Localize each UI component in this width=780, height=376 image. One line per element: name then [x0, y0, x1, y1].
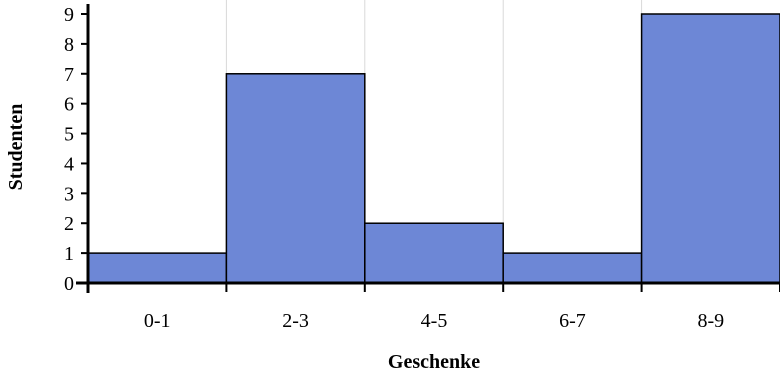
y-tick-labels: 0 1 2 3 4 5 6 7 8 9 [64, 4, 74, 295]
y-tick-label: 4 [64, 153, 74, 175]
bars [87, 13, 780, 284]
bar-4-5 [364, 222, 504, 284]
x-tick-label: 4-5 [421, 310, 448, 332]
y-axis-title: Studenten [5, 104, 27, 191]
bar-2-3 [225, 73, 366, 284]
y-tick-label: 5 [64, 124, 74, 146]
y-tick-label: 1 [64, 243, 74, 265]
bar-8-9 [640, 13, 780, 284]
y-tick-label: 2 [64, 213, 74, 235]
x-tick-labels: 0-1 2-3 4-5 6-7 8-9 [144, 310, 724, 332]
y-tick-label: 0 [64, 273, 74, 295]
x-axis-title: Geschenke [388, 351, 480, 373]
axes [76, 4, 780, 293]
y-tick-label: 3 [64, 183, 74, 205]
y-tick-label: 8 [64, 34, 74, 56]
y-tick-label: 6 [64, 94, 74, 116]
y-tick-label: 7 [64, 64, 74, 86]
x-tick-label: 8-9 [697, 310, 724, 332]
bar-6-7 [502, 252, 643, 284]
x-tick-label: 6-7 [559, 310, 586, 332]
bar-0-1 [87, 252, 228, 284]
x-tick-label: 2-3 [282, 310, 309, 332]
x-tick-label: 0-1 [144, 310, 171, 332]
y-tick-label: 9 [64, 4, 74, 26]
